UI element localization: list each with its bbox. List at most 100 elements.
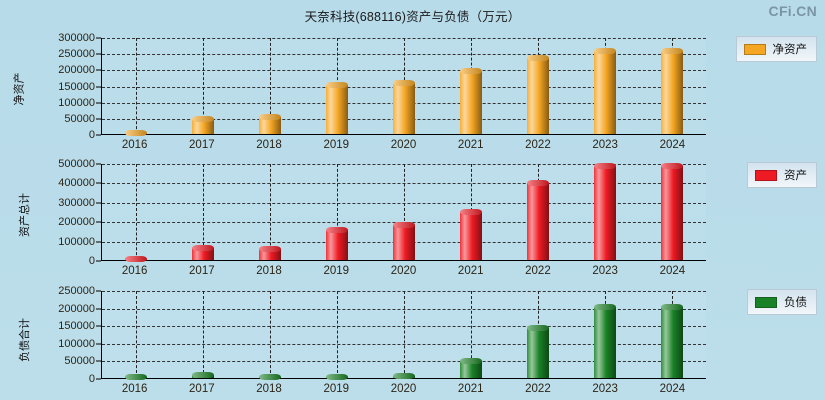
bar-body — [594, 307, 617, 378]
bar[interactable] — [191, 245, 214, 260]
y-tick-label: 100000 — [58, 235, 95, 248]
gridline-vertical — [471, 291, 473, 378]
gridline-vertical — [269, 38, 271, 134]
x-tick-label: 2021 — [457, 139, 484, 151]
bar[interactable] — [124, 130, 147, 136]
y-tick-mark — [96, 134, 101, 136]
bar[interactable] — [191, 371, 214, 378]
bar-cap — [527, 180, 550, 187]
plot-area-total-assets: 0 100000 200000 300000 400000 500000 2016 2017… — [38, 152, 706, 277]
y-tick-mark — [96, 241, 101, 243]
x-tick-label: 2019 — [323, 139, 350, 151]
bar[interactable] — [325, 226, 348, 260]
bar-body — [527, 183, 550, 260]
y-tick-label: 100000 — [58, 96, 95, 109]
y-tick-label: 500000 — [58, 158, 95, 170]
bar-body — [594, 166, 617, 260]
x-tick-label: 2024 — [659, 139, 686, 151]
y-tick-mark — [96, 260, 101, 262]
bar-body — [325, 85, 348, 134]
bar-body — [594, 51, 617, 134]
x-tick-label: 2016 — [121, 139, 148, 151]
x-tick-label: 2019 — [323, 265, 350, 277]
bar[interactable] — [393, 79, 415, 134]
y-tick-mark — [96, 163, 101, 165]
x-tick-label: 2017 — [189, 139, 215, 151]
bar[interactable] — [393, 221, 415, 260]
bar[interactable] — [460, 67, 483, 134]
x-tick-label: 2023 — [592, 265, 618, 277]
y-tick-mark — [96, 53, 101, 55]
bar[interactable] — [661, 163, 684, 260]
bar[interactable] — [527, 54, 550, 134]
x-tick-label: 2024 — [659, 383, 686, 395]
bar[interactable] — [661, 48, 684, 134]
y-tick-label: 400000 — [58, 177, 95, 190]
bar[interactable] — [325, 82, 348, 134]
y-axis-label: 净资产 — [13, 72, 26, 105]
bar[interactable] — [258, 246, 281, 260]
bar[interactable] — [594, 304, 617, 378]
gridline-vertical — [404, 164, 405, 260]
x-tick-label: 2016 — [121, 265, 148, 277]
legend-total-liabilities: 负债 — [747, 289, 817, 315]
bar[interactable] — [325, 374, 348, 380]
bar-cap — [325, 82, 348, 89]
x-tick-label: 2018 — [256, 139, 282, 151]
bar-body — [258, 116, 281, 134]
bar-cap — [527, 54, 550, 61]
bar[interactable] — [460, 357, 483, 378]
gridline-vertical — [336, 164, 338, 260]
bar[interactable] — [258, 113, 281, 134]
bar-body — [258, 249, 281, 260]
y-tick-mark — [96, 221, 101, 223]
bar-cap — [124, 130, 147, 136]
y-tick-mark — [96, 69, 101, 71]
bar-body — [460, 212, 483, 260]
bar[interactable] — [191, 116, 214, 134]
bar-cap — [393, 221, 415, 228]
y-tick-labels: 0 50000 100000 150000 200000 250000 300000 — [38, 32, 101, 141]
bar[interactable] — [124, 256, 147, 262]
y-tick-mark — [96, 378, 101, 380]
plot-canvas — [101, 38, 706, 136]
x-tick-label: 2019 — [323, 383, 350, 395]
bar-body — [191, 119, 214, 134]
legend-total-assets: 资产 — [747, 162, 817, 188]
bar-cap — [325, 374, 348, 380]
bar[interactable] — [527, 324, 550, 378]
x-tick-label: 2024 — [659, 265, 686, 277]
bar[interactable] — [594, 48, 617, 134]
bar[interactable] — [594, 163, 617, 260]
legend-label: 资产 — [784, 170, 807, 182]
gridline-vertical — [404, 291, 405, 378]
x-tick-label: 2021 — [457, 265, 484, 277]
bar-cap — [594, 48, 617, 55]
y-tick-mark — [96, 202, 101, 204]
x-tick-label: 2017 — [189, 265, 215, 277]
bar[interactable] — [258, 373, 281, 380]
bar-body — [325, 229, 348, 260]
x-tick-label: 2020 — [390, 383, 417, 395]
y-tick-label: 100000 — [58, 337, 95, 350]
bar-cap — [460, 357, 483, 364]
y-tick-label: 250000 — [58, 48, 95, 61]
x-tick-label: 2020 — [390, 265, 417, 277]
gridline-vertical — [202, 291, 204, 378]
plot-canvas — [101, 291, 706, 380]
x-tick-label: 2022 — [525, 265, 551, 277]
legend-label: 负债 — [784, 297, 807, 309]
x-tick-label: 2022 — [525, 383, 551, 395]
y-axis-label: 负债合计 — [19, 318, 31, 362]
x-tick-label: 2021 — [457, 383, 484, 395]
bar[interactable] — [661, 304, 684, 378]
x-tick-label: 2018 — [256, 383, 282, 395]
bar[interactable] — [393, 372, 415, 379]
bar[interactable] — [527, 180, 550, 260]
bar[interactable] — [124, 374, 147, 380]
bar-cap — [393, 79, 415, 86]
bar-cap — [527, 324, 550, 331]
bar[interactable] — [460, 209, 483, 260]
x-tick-label: 2020 — [390, 139, 417, 151]
